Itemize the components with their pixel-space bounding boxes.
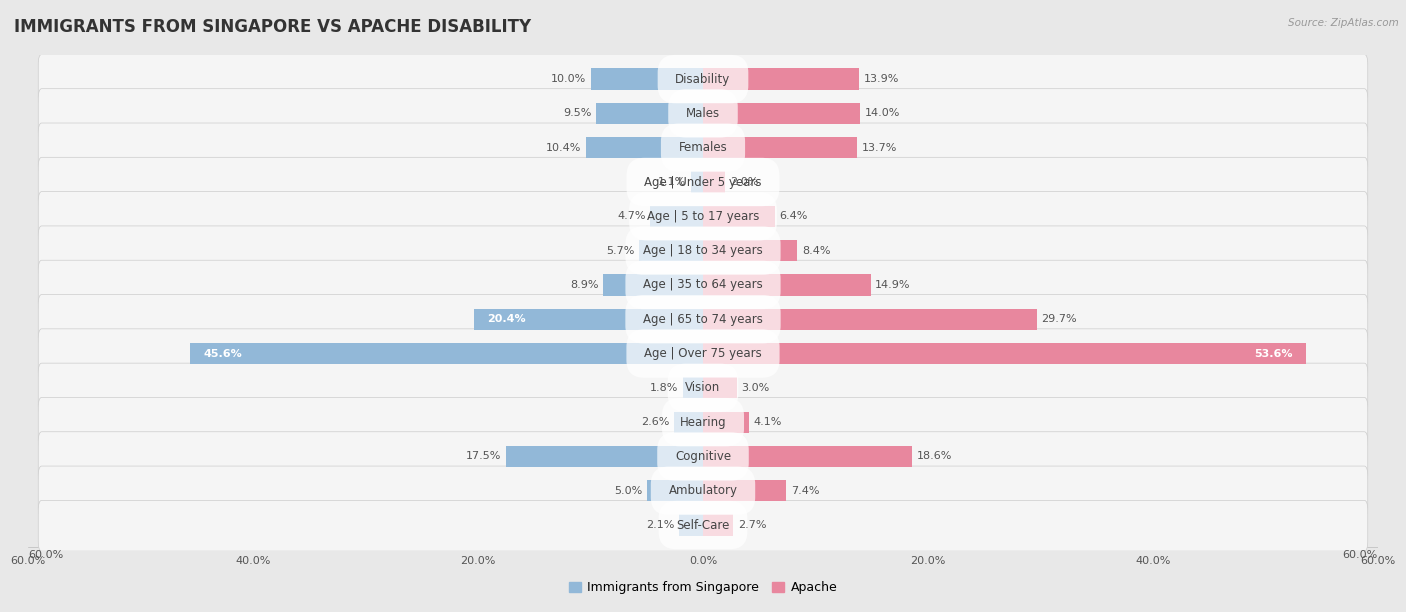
Bar — [683, 377, 703, 398]
Bar — [703, 515, 734, 536]
Bar — [596, 103, 703, 124]
Text: Disability: Disability — [675, 73, 731, 86]
Bar — [638, 240, 703, 261]
Legend: Immigrants from Singapore, Apache: Immigrants from Singapore, Apache — [564, 576, 842, 599]
Text: 6.4%: 6.4% — [779, 211, 808, 222]
Text: Hearing: Hearing — [679, 416, 727, 428]
Bar — [586, 137, 703, 159]
Text: 8.4%: 8.4% — [801, 245, 831, 256]
Bar — [703, 446, 912, 467]
Text: 29.7%: 29.7% — [1042, 314, 1077, 324]
FancyBboxPatch shape — [38, 329, 1368, 379]
Text: Self-Care: Self-Care — [676, 518, 730, 532]
FancyBboxPatch shape — [38, 397, 1368, 448]
FancyBboxPatch shape — [38, 260, 1368, 311]
Text: 5.0%: 5.0% — [614, 486, 643, 496]
Bar — [703, 103, 860, 124]
Text: Ambulatory: Ambulatory — [668, 484, 738, 498]
Text: 20.4%: 20.4% — [486, 314, 526, 324]
Text: Cognitive: Cognitive — [675, 450, 731, 463]
Bar — [703, 411, 749, 433]
Text: IMMIGRANTS FROM SINGAPORE VS APACHE DISABILITY: IMMIGRANTS FROM SINGAPORE VS APACHE DISA… — [14, 18, 531, 36]
Bar — [647, 480, 703, 501]
Bar — [603, 274, 703, 296]
Text: 10.4%: 10.4% — [546, 143, 582, 153]
Text: 17.5%: 17.5% — [467, 452, 502, 461]
Text: 14.9%: 14.9% — [875, 280, 911, 290]
Bar — [703, 343, 1306, 364]
Bar — [703, 137, 858, 159]
Text: 2.6%: 2.6% — [641, 417, 669, 427]
Text: 14.0%: 14.0% — [865, 108, 900, 118]
FancyBboxPatch shape — [38, 501, 1368, 551]
Text: 53.6%: 53.6% — [1254, 349, 1292, 359]
Bar — [474, 308, 703, 330]
Text: 60.0%: 60.0% — [28, 550, 63, 560]
Text: 60.0%: 60.0% — [1343, 550, 1378, 560]
Text: 9.5%: 9.5% — [564, 108, 592, 118]
Text: Source: ZipAtlas.com: Source: ZipAtlas.com — [1288, 18, 1399, 28]
Bar — [650, 206, 703, 227]
FancyBboxPatch shape — [38, 466, 1368, 517]
Text: Males: Males — [686, 107, 720, 120]
Bar — [673, 411, 703, 433]
Text: Age | 18 to 34 years: Age | 18 to 34 years — [643, 244, 763, 257]
Text: Age | Under 5 years: Age | Under 5 years — [644, 176, 762, 188]
Text: 5.7%: 5.7% — [606, 245, 634, 256]
FancyBboxPatch shape — [38, 226, 1368, 277]
FancyBboxPatch shape — [38, 294, 1368, 345]
Bar — [679, 515, 703, 536]
FancyBboxPatch shape — [38, 363, 1368, 414]
Text: 4.7%: 4.7% — [617, 211, 645, 222]
Text: 2.7%: 2.7% — [738, 520, 766, 530]
Text: 18.6%: 18.6% — [917, 452, 952, 461]
Text: 10.0%: 10.0% — [551, 74, 586, 84]
Bar — [190, 343, 703, 364]
Text: 45.6%: 45.6% — [204, 349, 242, 359]
Bar — [703, 274, 870, 296]
Text: 3.0%: 3.0% — [741, 383, 769, 393]
FancyBboxPatch shape — [38, 54, 1368, 105]
FancyBboxPatch shape — [38, 192, 1368, 242]
Text: Age | 35 to 64 years: Age | 35 to 64 years — [643, 278, 763, 291]
Text: 13.9%: 13.9% — [863, 74, 900, 84]
Bar — [703, 69, 859, 90]
Text: Age | Over 75 years: Age | Over 75 years — [644, 347, 762, 360]
Bar — [506, 446, 703, 467]
Bar — [591, 69, 703, 90]
Bar — [703, 480, 786, 501]
FancyBboxPatch shape — [38, 431, 1368, 482]
Bar — [703, 377, 737, 398]
FancyBboxPatch shape — [38, 89, 1368, 140]
Text: 8.9%: 8.9% — [569, 280, 599, 290]
Text: 1.1%: 1.1% — [658, 177, 686, 187]
Text: 7.4%: 7.4% — [790, 486, 820, 496]
FancyBboxPatch shape — [38, 123, 1368, 174]
Bar — [703, 171, 725, 193]
Bar — [703, 206, 775, 227]
Text: Vision: Vision — [685, 381, 721, 394]
Text: Age | 65 to 74 years: Age | 65 to 74 years — [643, 313, 763, 326]
Bar — [690, 171, 703, 193]
Bar — [703, 240, 797, 261]
Text: 1.8%: 1.8% — [650, 383, 678, 393]
Text: Females: Females — [679, 141, 727, 154]
FancyBboxPatch shape — [38, 157, 1368, 208]
Bar — [703, 308, 1038, 330]
Text: 4.1%: 4.1% — [754, 417, 782, 427]
Text: 13.7%: 13.7% — [862, 143, 897, 153]
Text: Age | 5 to 17 years: Age | 5 to 17 years — [647, 210, 759, 223]
Text: 2.1%: 2.1% — [647, 520, 675, 530]
Text: 2.0%: 2.0% — [730, 177, 758, 187]
